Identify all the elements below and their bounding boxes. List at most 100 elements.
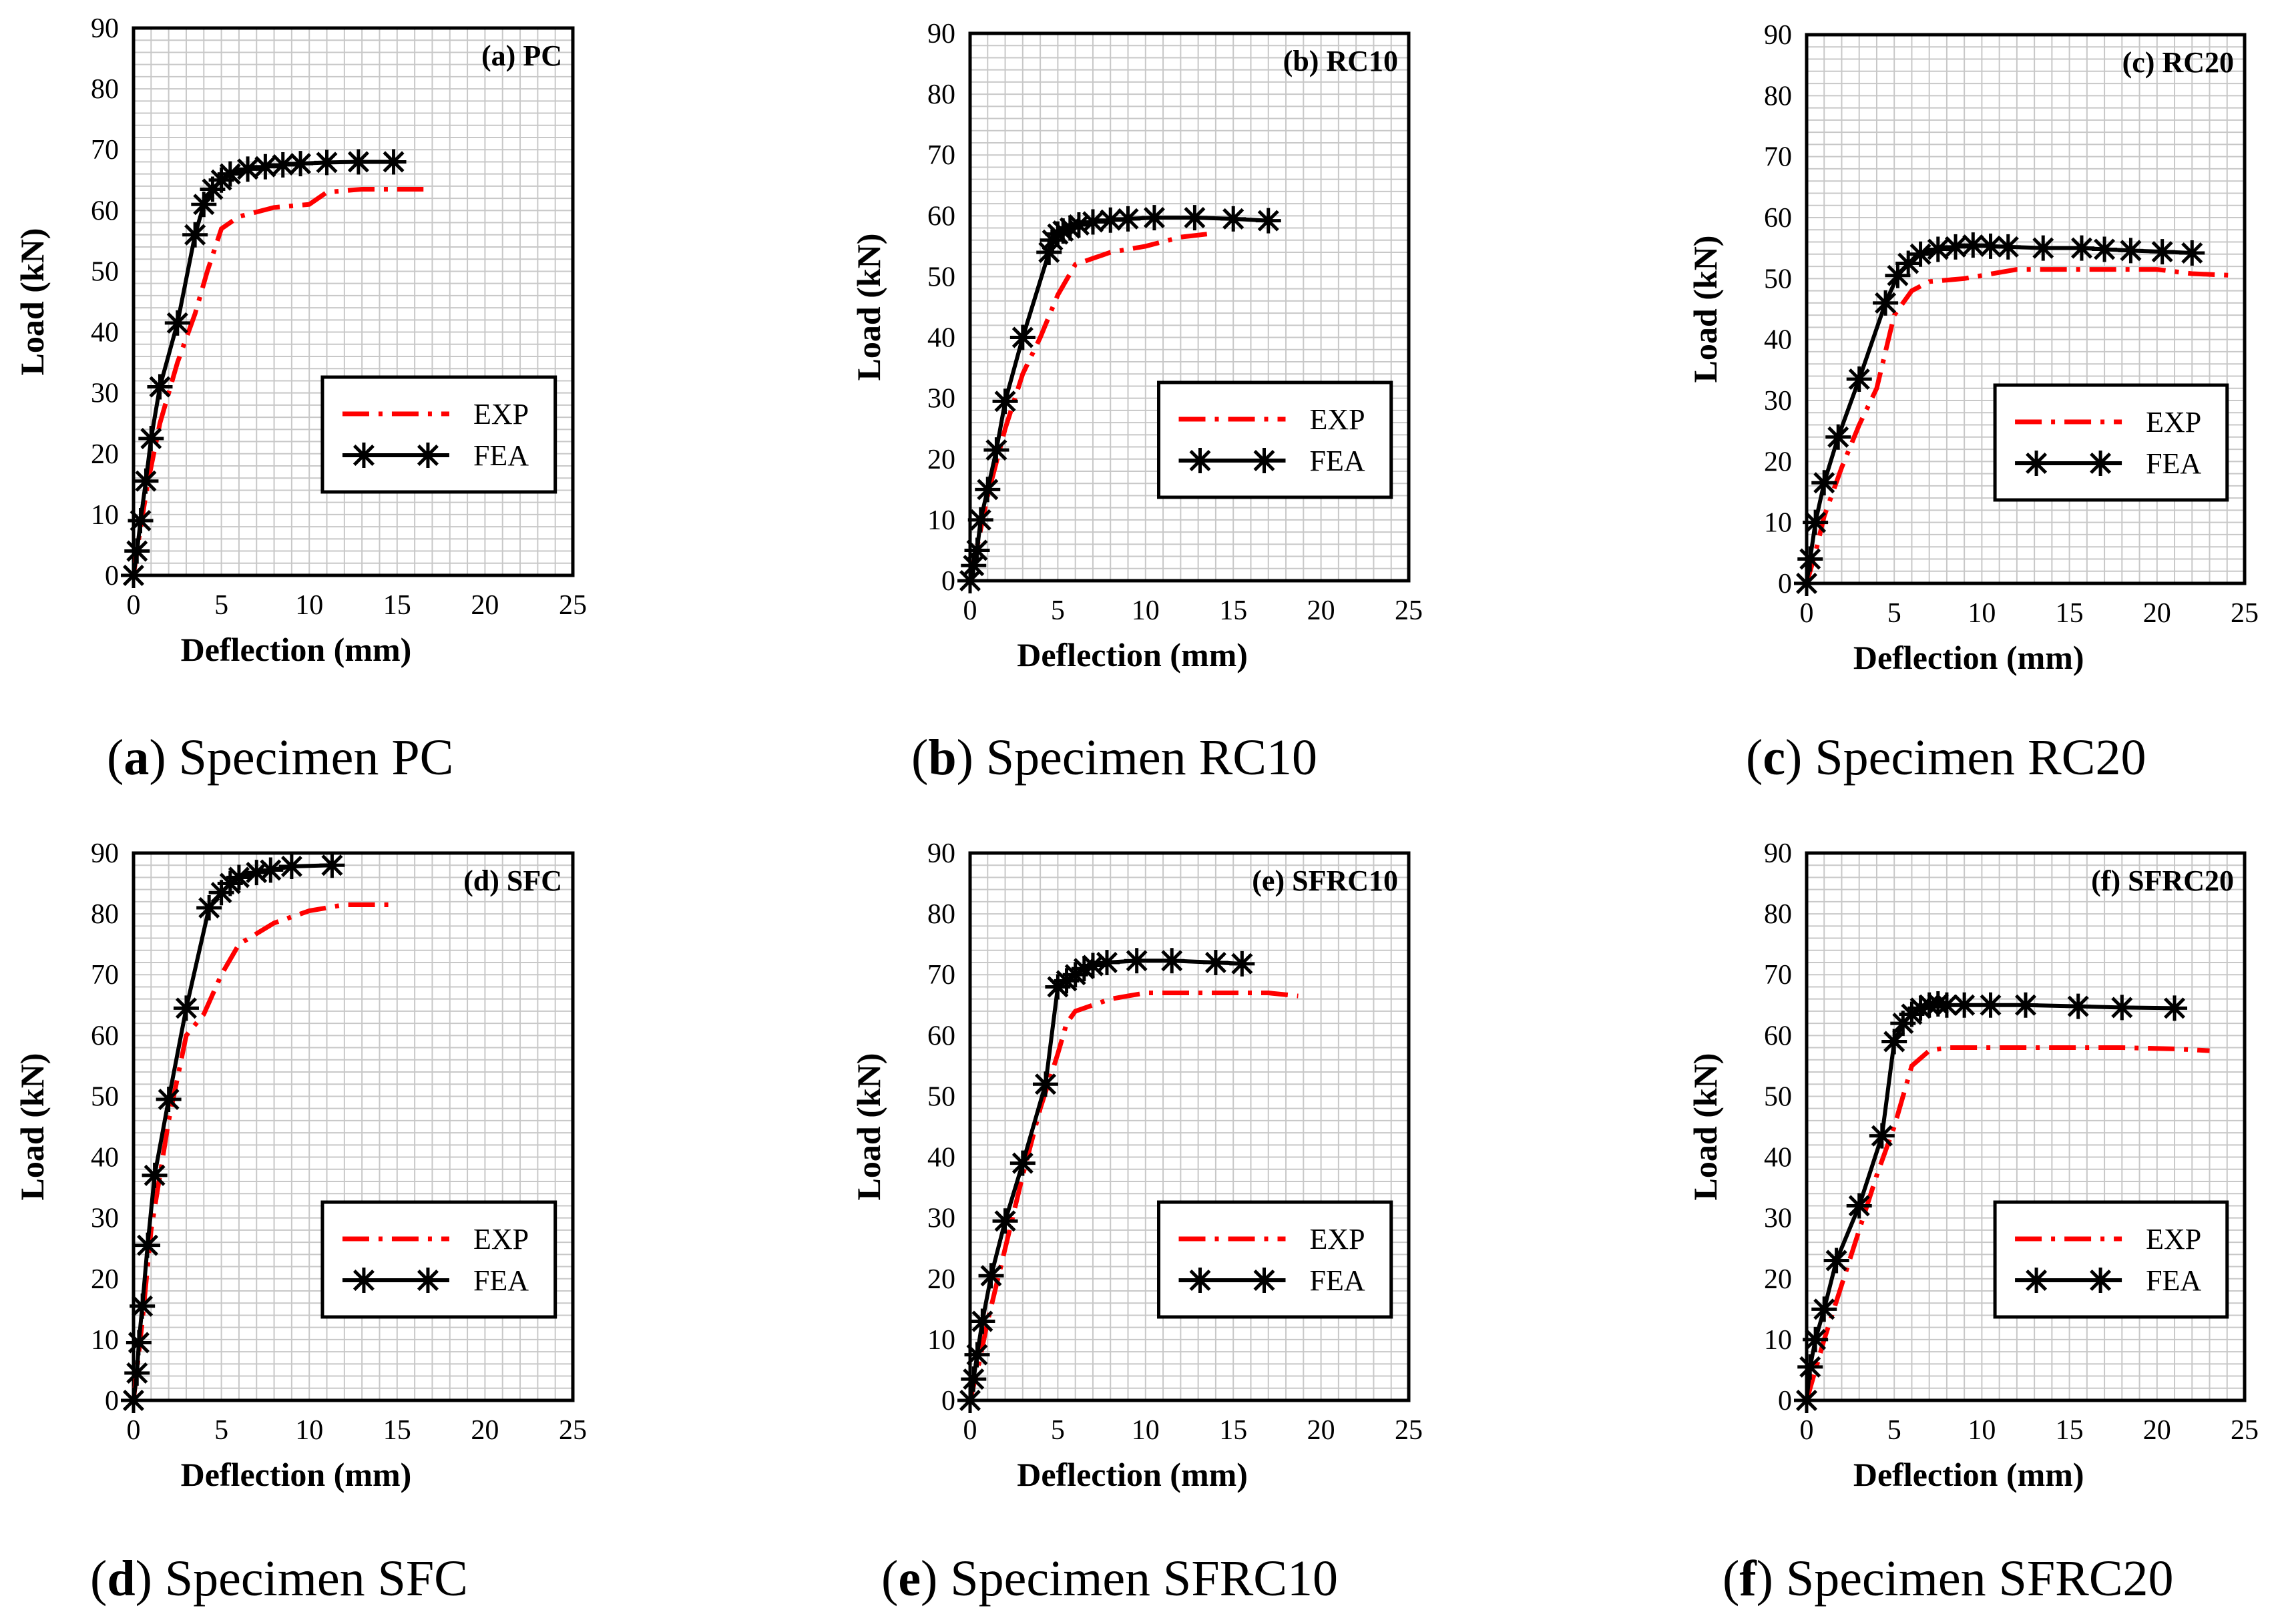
legend-star-icon (1251, 1268, 1277, 1293)
y-tick-label: 80 (1764, 81, 1792, 111)
y-tick-label: 50 (91, 256, 119, 287)
y-tick-label: 10 (91, 1325, 119, 1356)
y-tick-label: 60 (1764, 203, 1792, 234)
y-tick-label: 10 (1764, 508, 1792, 539)
y-tick-label: 40 (1764, 325, 1792, 356)
fea-star-marker (978, 1263, 1004, 1289)
x-tick-label: 20 (471, 1415, 499, 1446)
x-tick-label: 5 (1051, 1415, 1065, 1446)
fea-star-marker (135, 1232, 161, 1258)
caption-letter: e (898, 1551, 921, 1607)
x-tick-label: 10 (1968, 598, 1996, 629)
caption-d: (d) Specimen SFC (90, 1551, 468, 1607)
x-tick-label: 20 (1307, 595, 1335, 626)
y-tick-label: 0 (1778, 569, 1792, 599)
fea-star-marker (2092, 236, 2118, 262)
x-tick-label: 15 (2056, 598, 2084, 629)
fea-star-marker (319, 852, 345, 878)
fea-star-marker (345, 149, 371, 175)
panel-title: (c) RC20 (2122, 46, 2234, 79)
fea-star-marker (1869, 1123, 1895, 1149)
fea-star-marker (1057, 215, 1083, 241)
y-tick-label: 30 (927, 1203, 955, 1234)
fea-star-marker (1066, 212, 1092, 238)
y-tick-label: 70 (1764, 142, 1792, 173)
fea-star-marker (1846, 366, 1872, 392)
fea-star-marker (1141, 205, 1167, 231)
fea-star-marker (1925, 236, 1951, 262)
fea-star-marker (992, 388, 1018, 415)
caption-e: (e) Specimen SFRC10 (881, 1551, 1338, 1607)
y-tick-label: 80 (927, 899, 955, 930)
fea-star-marker (1794, 571, 1819, 596)
y-tick-label: 90 (91, 13, 119, 44)
fea-star-marker (182, 222, 208, 248)
x-tick-label: 5 (1051, 595, 1065, 626)
x-tick-label: 20 (2143, 1415, 2171, 1446)
fea-star-marker (1033, 1071, 1058, 1097)
fea-star-marker (1009, 1150, 1036, 1176)
fea-star-marker (992, 1208, 1018, 1234)
y-tick-label: 20 (91, 439, 119, 470)
panel-title: (b) RC10 (1283, 45, 1398, 77)
fea-star-marker (1803, 1326, 1829, 1352)
y-tick-label: 10 (1764, 1325, 1792, 1356)
fea-star-marker (1036, 240, 1062, 265)
fea-star-marker (2149, 239, 2175, 265)
fea-star-marker (226, 864, 252, 890)
x-tick-label: 5 (1887, 1415, 1901, 1446)
fea-star-marker (2065, 993, 2091, 1019)
fea-star-marker (1978, 233, 2004, 259)
chart-panel-c: 0 5 10 15 20 25 0 10 20 30 40 50 60 70 80 90 Deflection … (1686, 20, 2259, 676)
fea-star-marker (126, 1330, 152, 1356)
fea-star-marker (1899, 1001, 1925, 1027)
caption-b: (b) Specimen RC10 (911, 730, 1317, 786)
legend-star-icon (415, 443, 441, 468)
x-tick-label: 15 (383, 590, 411, 621)
fea-star-marker (2030, 235, 2056, 261)
x-axis-label: Deflection (mm) (181, 631, 412, 668)
x-tick-label: 15 (2056, 1415, 2084, 1446)
caption-text: Specimen RC10 (985, 730, 1317, 786)
caption-text: Specimen PC (178, 730, 454, 786)
fea-star-marker (217, 161, 243, 187)
plot-frame (968, 31, 1411, 583)
exp-series-line (967, 991, 1299, 1401)
y-tick-label: 70 (927, 960, 955, 991)
fea-star-marker (1054, 968, 1080, 994)
y-tick-label: 50 (927, 1081, 955, 1112)
fea-star-marker (1907, 995, 1933, 1021)
x-tick-label: 25 (2231, 1415, 2259, 1446)
panel-title: (d) SFC (463, 864, 562, 897)
y-tick-label: 20 (927, 445, 955, 475)
legend-star-icon (351, 443, 377, 468)
chart-panel-d: 0 5 10 15 20 25 0 10 20 30 40 50 60 70 80 90 Deflection … (13, 838, 587, 1493)
caption-f: (f) Specimen SFRC20 (1723, 1551, 2174, 1607)
y-tick-label: 30 (1764, 1203, 1792, 1234)
fea-star-marker (1885, 262, 1911, 288)
x-tick-label: 15 (1219, 595, 1247, 626)
y-tick-label: 70 (1764, 960, 1792, 991)
plot-frame (1805, 851, 2247, 1402)
fea-star-marker (191, 192, 217, 218)
exp-series-line (131, 186, 424, 576)
y-tick-label: 60 (91, 196, 119, 226)
fea-star-marker (2068, 235, 2094, 261)
y-tick-label: 70 (91, 135, 119, 166)
fea-star-marker (975, 477, 1001, 503)
fea-star-marker (1080, 209, 1106, 235)
y-tick-label: 80 (91, 74, 119, 105)
x-axis-label: Deflection (mm) (181, 1456, 412, 1493)
x-tick-label: 20 (2143, 598, 2171, 629)
y-tick-label: 90 (91, 838, 119, 869)
fea-star-marker (381, 149, 407, 175)
y-tick-label: 80 (1764, 899, 1792, 930)
legend-fea-label: FEA (1310, 445, 1365, 477)
panel-title: (a) PC (481, 39, 562, 72)
caption-letter: d (107, 1551, 136, 1607)
fea-star-marker (252, 154, 278, 180)
x-tick-label: 0 (1800, 1415, 1814, 1446)
fea-star-marker (1255, 208, 1281, 234)
caption-text: Specimen RC20 (1815, 730, 2146, 786)
x-axis-label: Deflection (mm) (1017, 636, 1248, 673)
